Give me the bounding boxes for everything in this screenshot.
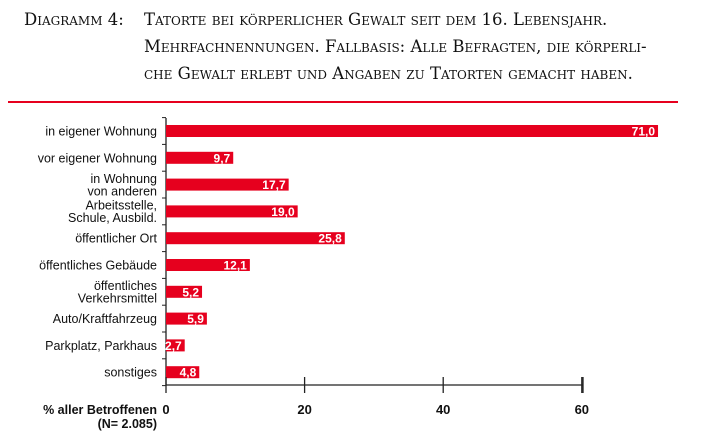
bar-value-label: 9,7 <box>214 151 231 165</box>
x-tick-label: 20 <box>297 402 311 417</box>
x-tick-label: 0 <box>162 402 169 417</box>
category-label: Auto/Kraftfahrzeug <box>53 312 157 326</box>
bar <box>166 232 345 245</box>
bar-value-label: 12,1 <box>223 259 247 273</box>
bar-value-label: 2,7 <box>165 339 182 353</box>
bar <box>166 151 234 164</box>
category-label: Parkplatz, Parkhaus <box>45 339 157 353</box>
category-label: sonstiges <box>104 366 157 380</box>
category-label: öffentliches <box>94 279 157 293</box>
category-label: Arbeitsstelle, <box>85 199 157 213</box>
title-line-2: Mehrfachnennungen. Fallbasis: Alle Befra… <box>144 37 647 56</box>
bar <box>166 205 298 218</box>
bar <box>166 125 659 137</box>
category-label: Schule, Ausbild. <box>68 211 157 225</box>
category-label: Verkehrsmittel <box>78 292 157 306</box>
x-axis-label: % aller Betroffenen <box>43 403 157 417</box>
bar <box>166 366 200 379</box>
bar-value-label: 5,2 <box>182 285 199 299</box>
bar-value-label: 71,0 <box>632 125 656 139</box>
bar-value-label: 4,8 <box>180 366 197 380</box>
category-label: öffentlicher Ort <box>75 232 157 246</box>
x-tick-label: 60 <box>575 402 589 417</box>
bar <box>166 285 203 298</box>
x-tick-label: 40 <box>436 402 450 417</box>
bar <box>166 339 185 352</box>
diagram-label: Diagramm 4: <box>24 10 124 29</box>
category-label: in eigener Wohnung <box>45 125 157 139</box>
bar-value-label: 19,0 <box>271 205 295 219</box>
x-axis-sublabel: (N= 2.085) <box>98 417 157 431</box>
title-line-3: che Gewalt erlebt und Angaben zu Tatorte… <box>144 64 633 83</box>
title-divider <box>8 101 678 103</box>
category-label: öffentliches Gebäude <box>39 259 157 273</box>
category-label: vor eigener Wohnung <box>38 151 157 165</box>
category-label: von anderen <box>87 184 157 198</box>
bar-value-label: 25,8 <box>318 232 342 246</box>
bar <box>166 312 207 325</box>
bar <box>166 259 250 271</box>
title-line-1: Tatorte bei körperlicher Gewalt seit dem… <box>144 10 608 29</box>
bar <box>166 178 289 191</box>
bar-value-label: 17,7 <box>262 178 286 192</box>
bar-value-label: 5,9 <box>187 312 204 326</box>
category-label: in Wohnung <box>91 172 158 186</box>
